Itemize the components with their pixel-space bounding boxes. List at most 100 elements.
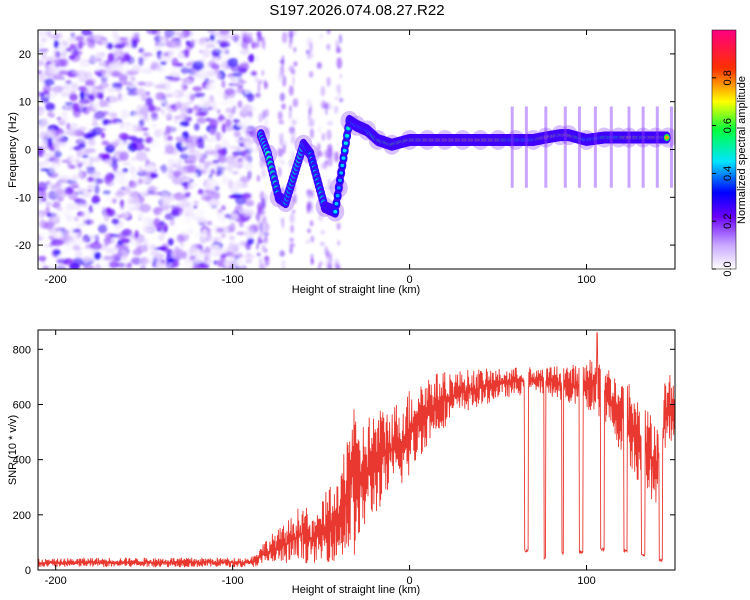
spectrogram-noise-cell: [248, 148, 258, 153]
spectrogram-noise-cell: [143, 177, 150, 183]
spectrogram-noise-cell: [320, 85, 326, 97]
spectrogram-noise-cell: [163, 224, 168, 233]
spectrogram-noise-cell: [72, 80, 82, 85]
spectrogram-noise-cell: [235, 160, 248, 164]
spectrogram-noise-cell: [261, 36, 266, 49]
spectrogram-noise-cell: [237, 100, 243, 109]
spectrogram-noise-cell: [259, 221, 264, 233]
spectrogram-noise-cell: [103, 119, 114, 125]
spectrogram-noise-cell: [204, 179, 216, 190]
spectrogram-noise-cell: [282, 144, 286, 154]
spectrogram-noise-cell: [142, 228, 155, 232]
spectrogram-noise-cell: [42, 84, 52, 94]
spectrogram-noise-cell: [245, 242, 252, 251]
spectrogram-noise-cell: [134, 88, 146, 96]
spectrogram-noise-cell: [133, 141, 145, 152]
spectrogram-x-tick-label: 100: [577, 274, 595, 286]
spectrogram-noise-cell: [139, 203, 152, 213]
spectrogram-noise-cell: [138, 119, 145, 127]
spectrogram-noise-cell: [261, 70, 264, 76]
spectrogram-noise-cell: [186, 78, 193, 85]
spectrogram-noise-cell: [195, 230, 202, 239]
spectrogram-noise-cell: [141, 222, 148, 226]
spectrogram-noise-cell: [327, 155, 333, 167]
spectrogram-noise-cell: [66, 220, 76, 224]
spectrogram-noise-cell: [41, 197, 47, 202]
spectrogram-noise-cell: [103, 159, 113, 164]
snr-y-ticks: 0 200 400 600 800: [13, 344, 675, 577]
spectrogram-noise-cell: [244, 229, 255, 239]
spectrogram-noise-cell: [193, 123, 200, 131]
spectrogram-noise-cell: [196, 143, 206, 149]
spectrogram-noise-cell: [91, 195, 101, 205]
spectrogram-noise-cell: [232, 104, 237, 115]
spectrogram-noise-cell: [216, 109, 221, 114]
spectrogram-noise-cell: [179, 146, 189, 150]
spectrogram-noise-cell: [192, 60, 205, 71]
spectrogram-noise-cell: [115, 262, 127, 268]
spectrogram-noise-cell: [63, 104, 69, 110]
spectrogram-noise-cell: [139, 264, 146, 269]
spectrogram-noise-cell: [82, 132, 92, 139]
spectrogram-noise-cell: [200, 249, 212, 254]
spectrogram-noise-cell: [206, 145, 214, 152]
spectrogram-noise-cell: [215, 91, 228, 99]
spectrogram-noise-cell: [279, 92, 285, 102]
spectrogram-noise-cell: [306, 98, 312, 108]
spectrogram-noise-cell: [216, 227, 225, 233]
spectrogram-noise-cell: [101, 68, 113, 78]
spectrogram-noise-cell: [55, 188, 64, 196]
spectrogram-noise-cell: [98, 265, 111, 269]
spectrogram-noise-cell: [192, 86, 203, 92]
spectrogram-noise-cell: [278, 133, 284, 141]
spectrogram-noise-cell: [100, 40, 109, 45]
spectrogram-noise-cell: [193, 92, 206, 98]
snr-x-tick-label: 0: [407, 575, 413, 587]
spectrogram-noise-cell: [320, 33, 323, 40]
colorbar-tick-label: 0.6: [722, 118, 734, 133]
spectrogram-noise-cell: [183, 93, 190, 100]
spectrogram-noise-cell: [281, 103, 286, 110]
spectrogram-y-tick-label: 10: [19, 97, 31, 109]
spectrogram-noise-cell: [183, 49, 190, 58]
spectrogram-noise-cell: [119, 37, 129, 41]
spectrogram-noise-cell: [123, 185, 131, 193]
spectrogram-noise-cell: [63, 229, 70, 236]
spectrogram-noise-cell: [122, 168, 129, 173]
spectrogram-noise-cell: [67, 155, 75, 165]
spectrogram-noise-cell: [289, 237, 294, 242]
spectrogram-noise-cell: [117, 231, 124, 242]
spectrogram-noise-cell: [150, 112, 159, 122]
spectrogram-noise-cell: [263, 231, 269, 237]
spectrogram-noise-cell: [216, 72, 222, 80]
spectrogram-noise-cell: [72, 184, 80, 189]
spectrogram-noise-cell: [143, 81, 154, 87]
spectrogram-y-tick-label: -10: [15, 192, 31, 204]
spectrogram-noise-cell: [115, 194, 123, 199]
spectrogram-noise-cell: [339, 73, 342, 79]
snr-series-line: [38, 332, 675, 568]
spectrogram-noise-cell: [193, 200, 200, 206]
spectrogram-noise-cell: [230, 141, 239, 149]
spectrogram-noise-cell: [338, 97, 344, 103]
spectrogram-noise-cell: [203, 163, 210, 170]
spectrogram-noise-cell: [255, 42, 260, 49]
spectrogram-noise-cell: [53, 213, 61, 222]
spectrogram-noise-cell: [321, 162, 326, 170]
spectrogram-noise-cell: [195, 208, 206, 217]
spectrogram-noise-cell: [243, 84, 255, 94]
spectrogram-noise-cell: [208, 136, 217, 143]
spectrogram-noise-cell: [291, 119, 297, 126]
spectrogram-noise-cell: [222, 175, 228, 185]
spectrogram-noise-cell: [237, 68, 248, 73]
spectrogram-noise-cell: [70, 32, 76, 39]
spectrogram-noise-cell: [160, 195, 171, 206]
spectrogram-noise-cell: [79, 71, 85, 78]
spectrogram-noise-cell: [211, 63, 220, 70]
spectrogram-noise-cell: [55, 265, 67, 269]
spectrogram-trace-core: [336, 185, 341, 190]
spectrogram-noise-cell: [215, 173, 221, 177]
spectrogram-noise-cell: [82, 236, 88, 244]
spectrogram-noise-cell: [91, 157, 102, 163]
